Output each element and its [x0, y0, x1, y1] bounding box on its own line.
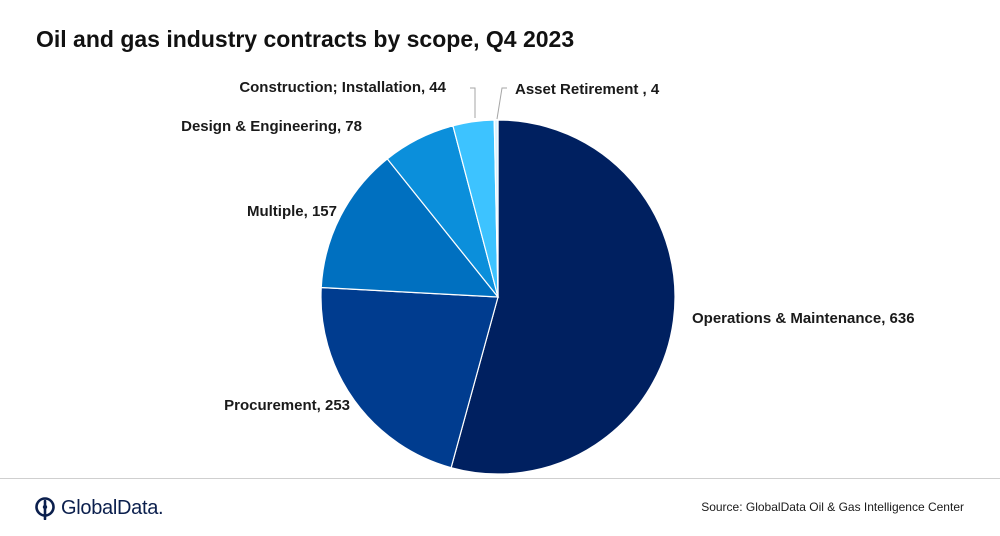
leader-line-construction	[470, 87, 476, 118]
pie-slices	[320, 119, 676, 475]
chart-title: Oil and gas industry contracts by scope,…	[36, 26, 575, 52]
logo-text: GlobalData.	[61, 496, 164, 519]
leader-line-asset	[496, 87, 507, 120]
slice-label-construction: Construction; Installation, 44	[239, 79, 446, 96]
pie-slice-ops	[450, 119, 676, 475]
leader-lines	[470, 87, 507, 120]
pie-slice-multiple	[320, 158, 500, 298]
slice-label-design: Design & Engineering, 78	[181, 118, 362, 135]
pie-slice-asset	[493, 119, 499, 298]
globaldata-logo-icon	[35, 497, 55, 520]
slice-labels: Operations & Maintenance, 636 Procurement…	[181, 79, 914, 414]
slice-label-asset: Asset Retirement , 4	[515, 81, 660, 98]
footer-divider	[0, 478, 1000, 479]
slice-label-ops: Operations & Maintenance, 636	[692, 310, 915, 327]
slice-label-procurement: Procurement, 253	[224, 397, 350, 414]
slice-label-multiple: Multiple, 157	[247, 203, 337, 220]
pie-slice-procurement	[320, 286, 499, 469]
source-note: Source: GlobalData Oil & Gas Intelligenc…	[701, 500, 964, 514]
globaldata-logo: GlobalData.	[34, 494, 164, 522]
